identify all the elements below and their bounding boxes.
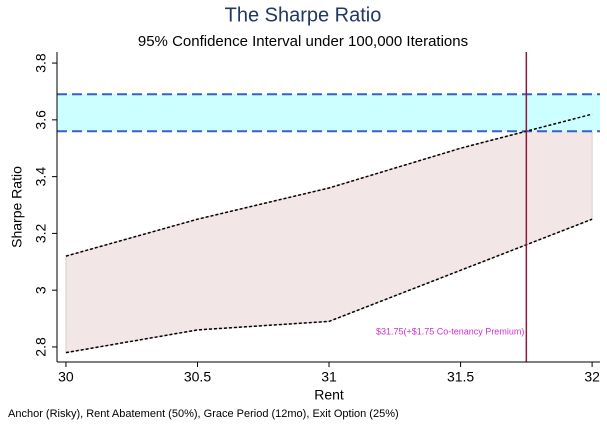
y-axis-label: Sharpe Ratio (9, 166, 25, 248)
note: Anchor (Risky), Rent Abatement (50%), Gr… (8, 408, 399, 420)
x-tick-label: 32 (584, 369, 600, 385)
annotation: $31.75(+$1.75 Co-tenancy Premium) (376, 326, 524, 336)
x-tick-label: 30 (58, 369, 74, 385)
y-tick-label: 3.8 (33, 53, 49, 73)
x-tick-label: 31.5 (447, 369, 474, 385)
lower-line (65, 218, 593, 354)
y-tick-label: 3.2 (33, 223, 49, 243)
band (57, 94, 600, 132)
y-tick-label: 3.6 (33, 110, 49, 130)
upper-line (65, 113, 593, 257)
y-tick-label: 3.4 (33, 167, 49, 187)
x-axis-label: Rent (314, 387, 344, 403)
x-tick-label: 31 (321, 369, 337, 385)
chart-title: The Sharpe Ratio (225, 4, 382, 26)
chart-subtitle: 95% Confidence Interval under 100,000 It… (138, 33, 468, 50)
y-tick-label: 3 (33, 286, 49, 294)
x-tick-label: 30.5 (184, 369, 211, 385)
y-tick-label: 2.8 (33, 337, 49, 357)
